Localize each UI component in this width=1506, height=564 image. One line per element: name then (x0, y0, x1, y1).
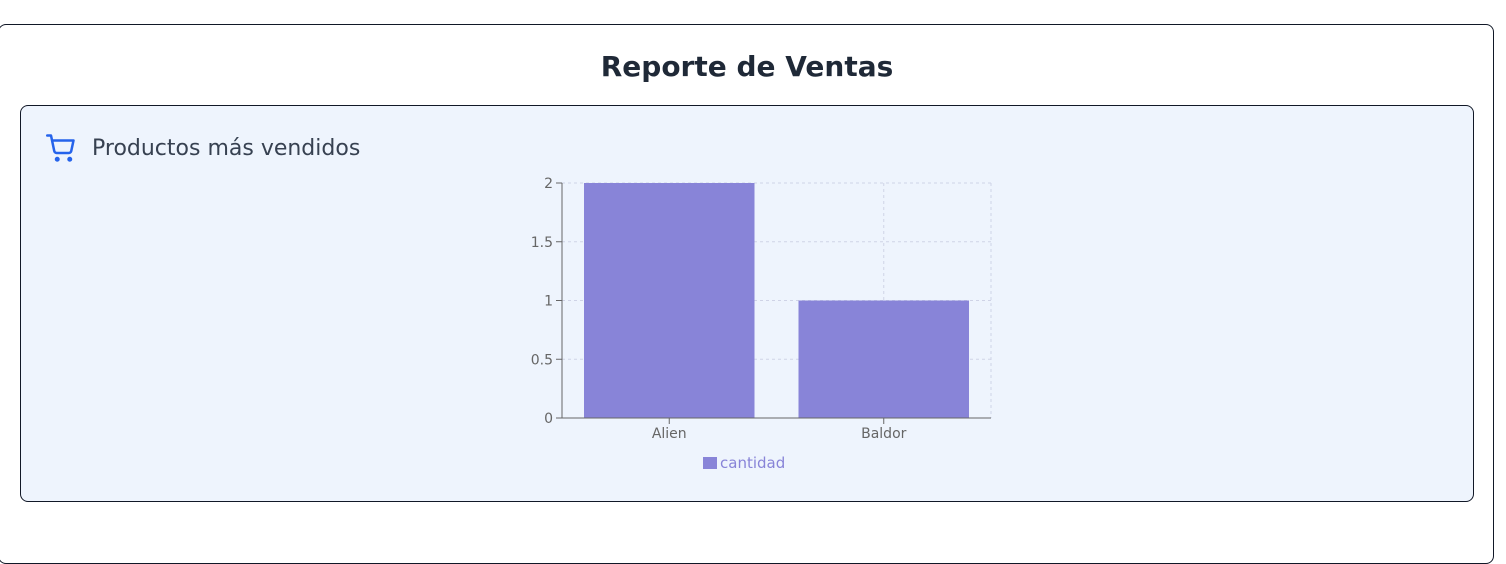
bar-alien (584, 183, 755, 418)
chart-axes: 0 0.5 1 1.5 2 Alien Baldor (531, 176, 991, 442)
x-tick-label: Baldor (861, 426, 907, 442)
y-tick-label: 1.5 (531, 235, 553, 251)
legend-swatch (703, 457, 717, 469)
x-tick-label: Alien (652, 426, 687, 442)
y-tick-label: 1 (544, 294, 553, 310)
chart-bars (584, 183, 969, 418)
y-tick-label: 0 (544, 411, 553, 427)
chart-legend: cantidad (703, 454, 785, 472)
bar-chart: 0 0.5 1 1.5 2 Alien Baldor cantidad (531, 176, 992, 472)
bar-baldor (798, 300, 969, 418)
y-tick-label: 2 (544, 176, 553, 192)
shopping-cart-icon (46, 133, 76, 163)
section-title: Productos más vendidos (92, 135, 361, 161)
section-header: Productos más vendidos (46, 131, 360, 165)
y-tick-label: 0.5 (531, 352, 553, 368)
page-title: Reporte de Ventas (600, 50, 894, 83)
legend-label: cantidad (720, 454, 785, 472)
